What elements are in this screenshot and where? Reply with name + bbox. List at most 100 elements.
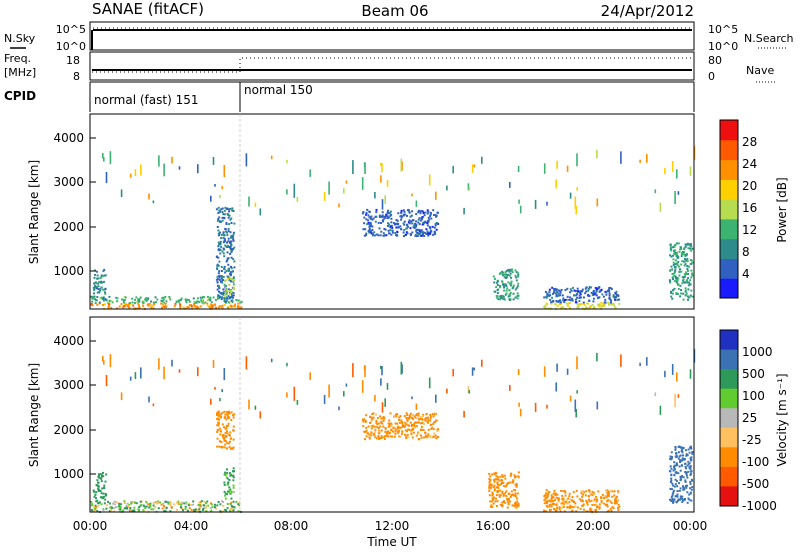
velocity-cell bbox=[689, 487, 692, 490]
power-cell bbox=[671, 297, 674, 300]
power-cell bbox=[228, 289, 231, 292]
power-cell bbox=[601, 293, 604, 296]
power-cell bbox=[224, 244, 227, 247]
velocity-cell bbox=[369, 416, 372, 419]
power-cell bbox=[390, 217, 393, 220]
power-cell bbox=[227, 278, 230, 280]
power-cell bbox=[687, 277, 690, 280]
velocity-cell bbox=[489, 505, 492, 508]
velocity-cell bbox=[221, 389, 223, 393]
velocity-cell bbox=[676, 490, 679, 492]
power-cell bbox=[209, 297, 212, 300]
power-cell bbox=[686, 265, 689, 268]
power-cell bbox=[196, 300, 199, 303]
power-cell bbox=[232, 276, 235, 279]
power-cell bbox=[679, 292, 682, 295]
velocity-cell bbox=[224, 443, 227, 446]
velocity-cell bbox=[545, 489, 548, 492]
power-cell bbox=[217, 245, 220, 248]
power-cell bbox=[684, 289, 687, 292]
power-cell bbox=[433, 226, 436, 229]
power-cell bbox=[378, 227, 381, 230]
power-cell bbox=[429, 212, 432, 214]
power-cell bbox=[674, 275, 677, 278]
velocity-cell bbox=[600, 501, 603, 504]
velocity-cell bbox=[215, 507, 217, 510]
velocity-cbtick-25: 25 bbox=[742, 411, 757, 425]
velocity-cell bbox=[606, 503, 609, 506]
power-cell bbox=[674, 243, 677, 246]
velocity-cell bbox=[429, 417, 432, 420]
power-cell bbox=[395, 234, 397, 237]
velocity-cell bbox=[690, 445, 692, 448]
velocity-cell bbox=[220, 441, 223, 443]
power-cell bbox=[415, 213, 418, 216]
velocity-cell bbox=[101, 475, 104, 478]
power-cell bbox=[511, 268, 514, 271]
velocity-cell bbox=[572, 506, 575, 509]
power-cell bbox=[681, 282, 684, 285]
power-cell bbox=[400, 218, 402, 221]
power-cell bbox=[231, 270, 234, 273]
power-cell bbox=[516, 271, 519, 274]
velocity-cell bbox=[678, 489, 681, 492]
velocity-cell bbox=[562, 490, 565, 493]
power-cell bbox=[557, 292, 560, 295]
velocity-cell bbox=[681, 495, 684, 498]
power-ytick-2000: 2000 bbox=[53, 220, 84, 234]
velocity-cell bbox=[574, 502, 577, 505]
velocity-cell bbox=[679, 469, 682, 472]
velocity-cell bbox=[494, 500, 497, 503]
velocity-ytick-1000: 1000 bbox=[53, 467, 84, 481]
power-cell bbox=[366, 223, 369, 226]
power-cell bbox=[672, 254, 675, 257]
power-cell bbox=[221, 186, 223, 190]
power-cell bbox=[387, 209, 390, 212]
power-cell bbox=[226, 289, 228, 292]
velocity-cell bbox=[380, 365, 382, 369]
velocity-cell bbox=[545, 505, 548, 507]
velocity-cell bbox=[429, 415, 432, 418]
power-cell bbox=[417, 234, 420, 237]
power-cell bbox=[102, 153, 104, 159]
velocity-cell bbox=[489, 483, 492, 486]
velocity-cell bbox=[559, 510, 562, 513]
power-cell bbox=[415, 223, 418, 226]
velocity-cell bbox=[365, 429, 368, 432]
power-cell bbox=[673, 272, 676, 275]
power-cell bbox=[129, 303, 132, 306]
power-colorbar-swatch bbox=[720, 139, 738, 161]
velocity-cell bbox=[555, 382, 557, 392]
velocity-cell bbox=[560, 506, 563, 509]
velocity-cell bbox=[681, 458, 684, 461]
power-cell bbox=[585, 306, 588, 309]
velocity-cell bbox=[509, 474, 512, 477]
velocity-cell bbox=[382, 425, 385, 428]
power-cell bbox=[227, 237, 230, 240]
velocity-cell bbox=[685, 486, 688, 489]
power-cell bbox=[587, 302, 590, 305]
velocity-cell bbox=[430, 423, 433, 426]
velocity-cell bbox=[676, 495, 679, 498]
power-cell bbox=[227, 216, 230, 219]
velocity-cell bbox=[177, 502, 180, 505]
power-cell bbox=[180, 297, 183, 300]
velocity-cell bbox=[671, 364, 674, 375]
velocity-cell bbox=[675, 462, 678, 465]
velocity-cell bbox=[495, 474, 498, 477]
velocity-cell bbox=[678, 445, 681, 448]
velocity-cell bbox=[510, 473, 513, 476]
power-cell bbox=[387, 229, 390, 232]
velocity-cell bbox=[219, 433, 222, 436]
velocity-cell bbox=[99, 489, 101, 492]
velocity-cell bbox=[254, 405, 257, 410]
power-cell bbox=[217, 218, 220, 221]
velocity-cell bbox=[95, 500, 98, 503]
power-cell bbox=[428, 174, 431, 186]
power-cell bbox=[186, 306, 189, 308]
power-cell bbox=[584, 287, 587, 290]
power-cell bbox=[604, 298, 607, 301]
power-cell bbox=[236, 306, 239, 309]
velocity-cell bbox=[561, 501, 564, 504]
power-cell bbox=[110, 306, 113, 309]
